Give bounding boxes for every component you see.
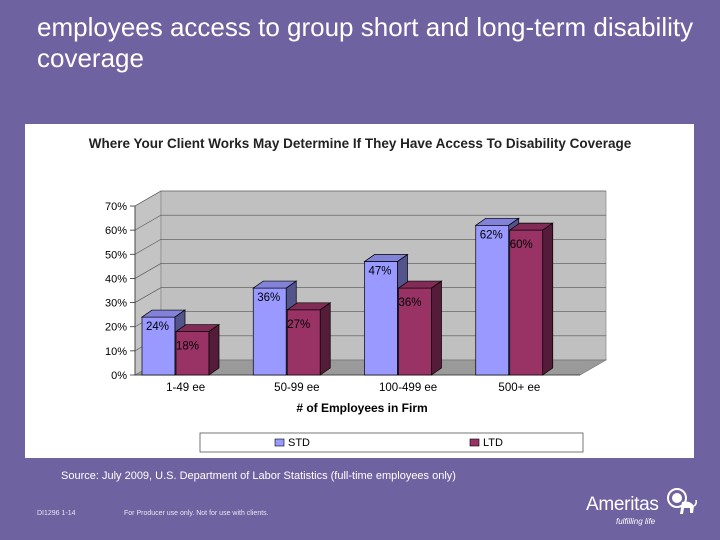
bar-ltd [508,222,554,376]
slide-title: employees access to group short and long… [37,12,694,73]
y-tick-label: 60% [105,225,127,237]
bar-front [175,331,210,376]
y-tick-label: 10% [105,346,127,358]
y-tick-label: 50% [105,249,127,261]
y-tick-label: 20% [105,322,127,334]
footer-code: DI1296 1-14 [37,510,76,517]
data-label: 27% [287,319,310,331]
data-label: 62% [480,229,503,241]
bar-ltd [286,302,332,376]
bar-side [542,222,554,376]
legend-label-ltd: LTD [483,437,503,449]
gridline-side [134,239,162,255]
chart-panel: Where Your Client Works May Determine If… [25,124,694,458]
lion-icon [667,488,697,514]
bar-front [364,261,398,376]
company-logo: Ameritas fulfilling life [586,486,701,531]
legend-swatch-std [274,438,285,447]
y-tick-label: 70% [105,201,127,213]
data-label: 24% [146,321,169,333]
bar-ltd [397,280,443,376]
data-label: 47% [369,266,392,278]
y-tick-label: 30% [105,298,127,310]
gridline-side [134,214,162,231]
x-tick-label: 1-49 ee [166,382,205,394]
gridline-side [134,287,162,303]
chart-title: Where Your Client Works May Determine If… [88,136,632,151]
bar-std [140,309,187,376]
bar-front [398,287,432,376]
bar-chart: 0% 10% 20% 30% 40% 50% 60% 70% 24% 18% 1-49 ee 36% 2… [105,190,608,453]
data-label: 18% [176,341,199,353]
x-tick-label: 50-99 ee [274,382,319,394]
data-label: 36% [257,292,280,304]
data-label: 60% [510,239,533,251]
logo-tagline: fulfilling life [616,517,656,526]
bar-ltd [174,323,221,376]
y-tick-label: 40% [105,273,127,285]
bar-front [509,229,544,376]
bar-side [208,323,220,376]
legend-label-std: STD [288,437,310,449]
legend [199,432,584,453]
bar-front [252,287,287,376]
bar-side [319,302,331,376]
bar-side [431,280,442,376]
logo-name: Ameritas [586,494,659,515]
data-label: 36% [399,297,422,309]
source-note: Source: July 2009, U.S. Department of La… [61,470,456,482]
x-axis-title: # of Employees in Firm [296,401,427,415]
gridline-side [134,263,162,279]
x-tick-label: 500+ ee [498,382,540,394]
y-tick-label: 0% [111,370,127,382]
footer-disclaimer: For Producer use only. Not for use with … [124,510,269,517]
legend-swatch-ltd [469,438,480,447]
gridline-side [134,190,162,207]
bar-front [475,224,510,376]
x-tick-label: 100-499 ee [379,382,437,394]
